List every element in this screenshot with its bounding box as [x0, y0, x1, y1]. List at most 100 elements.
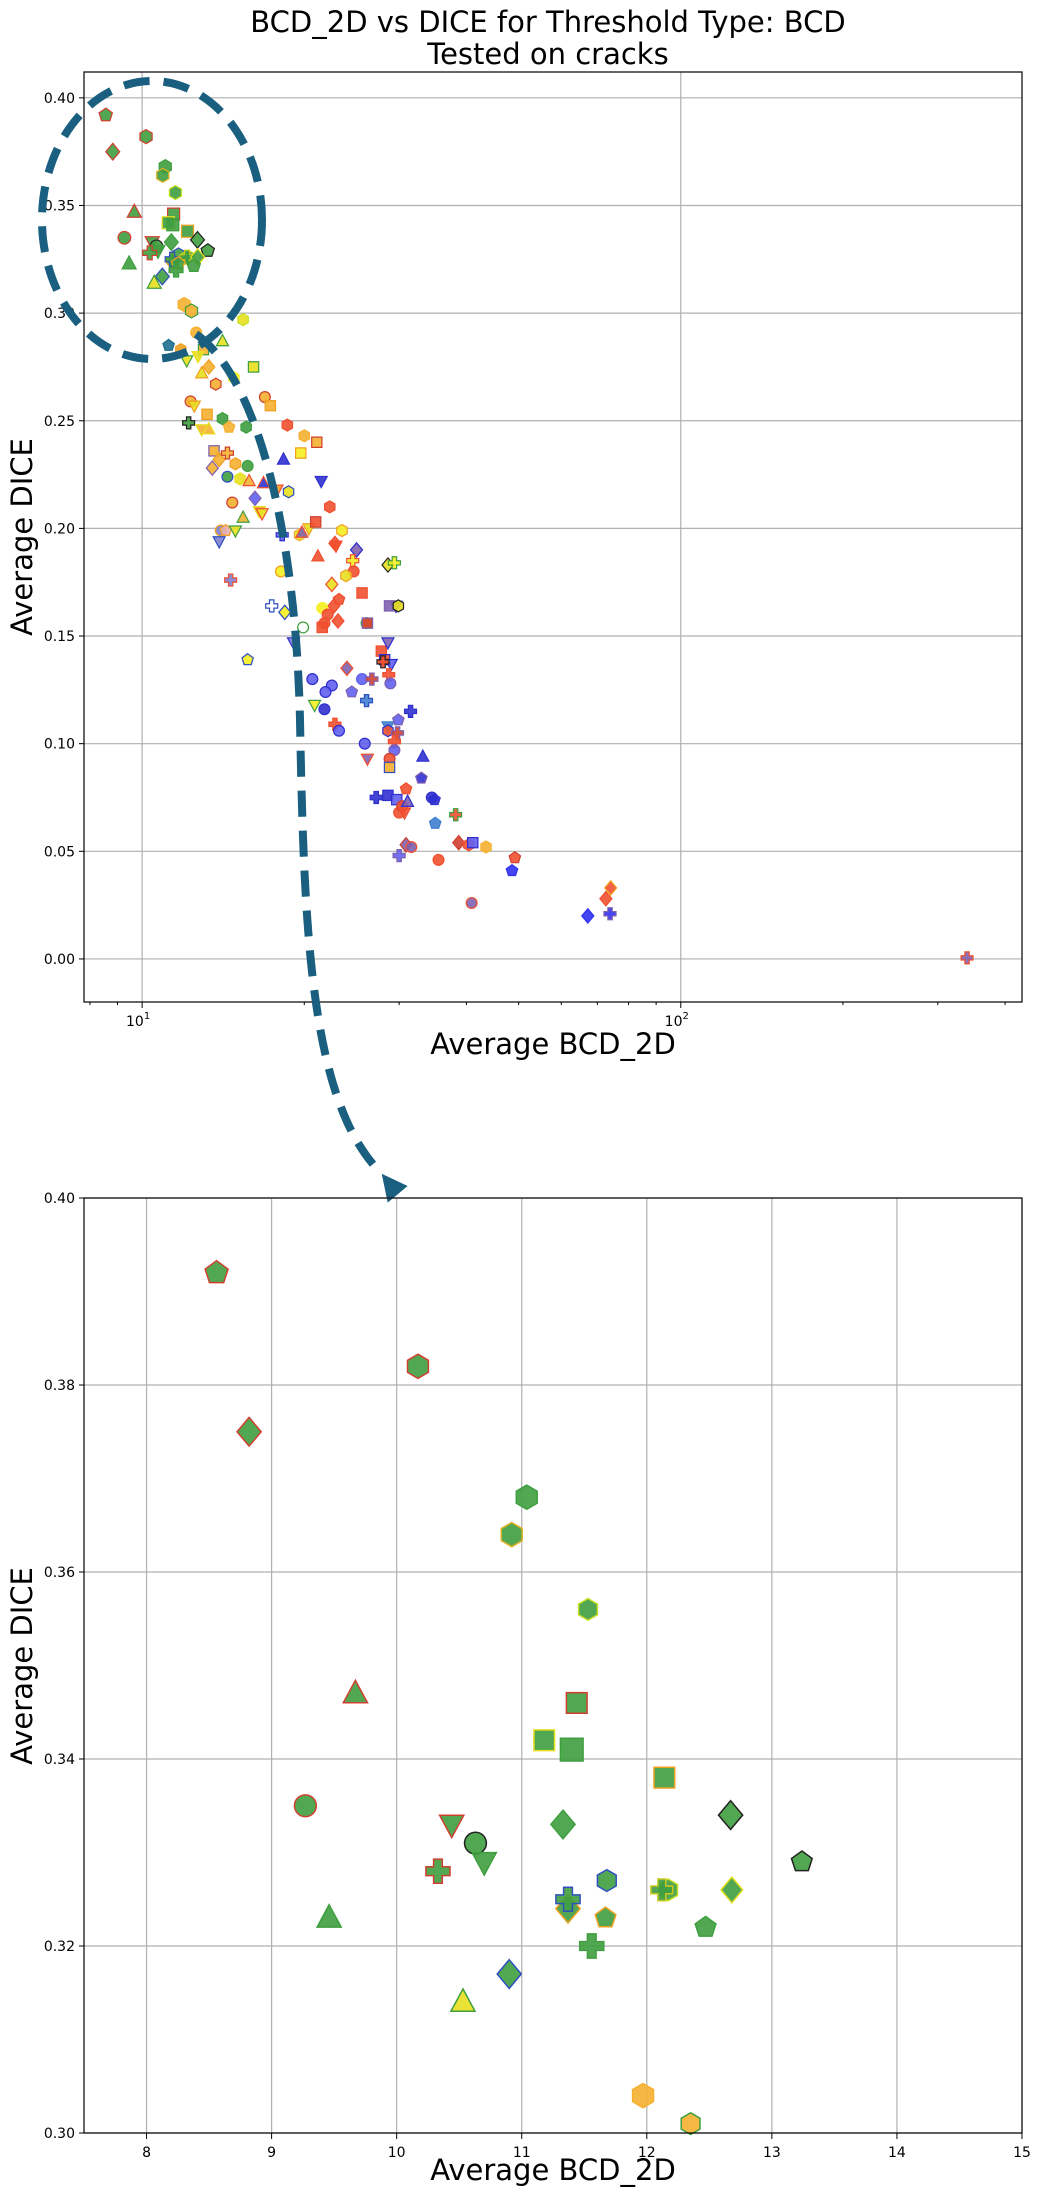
zoom-callout [38, 77, 408, 1203]
main-data-point [205, 460, 220, 477]
zoom-data-point [559, 1737, 584, 1762]
main-data-point [248, 490, 262, 507]
main-data-point [349, 541, 364, 558]
main-y-tick-label: 0.40 [44, 91, 75, 107]
zoom-data-point [236, 1416, 263, 1448]
main-data-point [387, 556, 402, 570]
zoom-arrow-path [193, 330, 383, 1175]
zoom-arrow-head [381, 1173, 408, 1203]
main-data-point [241, 652, 255, 666]
main-data-point [201, 408, 213, 421]
main-data-point [216, 411, 229, 426]
zoom-y-tick-label: 0.40 [44, 1191, 75, 1207]
zoom-data-point [515, 1484, 538, 1511]
main-plot-frame [83, 71, 1023, 1003]
zoom-data-point [315, 1903, 343, 1928]
main-data-point [428, 792, 441, 806]
main-data-point [168, 184, 183, 201]
zoom-data-point [496, 1958, 523, 1990]
zoom-y-tick-label: 0.34 [44, 1752, 75, 1768]
main-data-point [168, 262, 184, 278]
main-data-point [332, 724, 346, 737]
zoom-data-point [470, 1851, 498, 1877]
main-data-point [282, 485, 295, 499]
main-data-point [356, 587, 368, 599]
main-data-point [415, 748, 430, 762]
zoom-y-tick-label: 0.32 [44, 1939, 75, 1955]
main-data-point [580, 907, 595, 924]
main-data-point [202, 358, 216, 376]
main-data-point [156, 167, 170, 184]
main-data-point [314, 475, 329, 489]
main-data-point [316, 621, 329, 634]
main-data-point [324, 576, 339, 593]
main-data-point [465, 896, 478, 910]
main-data-point [319, 685, 332, 699]
main-data-point [309, 516, 322, 528]
zoom-x-tick-label: 10 [388, 2145, 406, 2161]
main-y-tick-label: 0.15 [44, 629, 75, 645]
main-data-point [359, 693, 374, 708]
main-y-tick-label: 0.25 [44, 414, 75, 430]
main-data-point [194, 365, 209, 379]
main-x-tick-label: 101 [126, 1011, 150, 1030]
main-data-point [200, 242, 216, 257]
main-data-point [146, 273, 163, 289]
main-data-point [98, 107, 114, 122]
zoom-y-tick-label: 0.38 [44, 1378, 75, 1394]
main-chart: BCD_2D vs DICE for Threshold Type: BCD T… [5, 5, 1023, 1061]
zoom-data-point [596, 1868, 617, 1893]
main-data-point [297, 621, 310, 634]
main-data-point [139, 128, 153, 145]
main-data-point [310, 548, 325, 562]
main-data-point [220, 446, 235, 460]
main-data-point [383, 761, 396, 774]
main-data-point [154, 267, 171, 286]
main-data-point [180, 224, 195, 238]
main-data-point [451, 834, 466, 851]
zoom-chart: 0.30 0.32 0.34 0.36 0.38 0.40 8 9 10 11 12 13 14 15 A… [5, 1191, 1031, 2187]
main-data-point [414, 771, 428, 784]
main-data-point [224, 573, 238, 587]
zoom-data-point [694, 1915, 717, 1937]
main-y-tick-label: 0.00 [44, 952, 75, 968]
main-data-point [466, 836, 479, 849]
main-data-point [391, 713, 405, 726]
main-data-point [345, 685, 359, 698]
main-y-tick-label: 0.20 [44, 521, 75, 537]
main-data-point [294, 524, 309, 538]
main-data-point [397, 807, 412, 821]
zoom-y-axis-label: Average DICE [5, 1567, 39, 1765]
zoom-data-point [653, 1766, 676, 1789]
main-data-point [247, 361, 260, 373]
zoom-x-axis-label: Average BCD_2D [430, 2153, 676, 2187]
main-data-point [603, 907, 617, 921]
zoom-data-point [680, 2111, 701, 2136]
main-y-axis-label: Average DICE [5, 438, 39, 636]
main-data-point [186, 258, 202, 273]
main-data-point [508, 851, 522, 864]
main-data-point [328, 540, 343, 554]
zoom-x-tick-label: 14 [888, 2145, 906, 2161]
main-data-point [215, 333, 230, 347]
main-data-point [432, 853, 445, 866]
zoom-data-points [204, 1259, 814, 2136]
main-data-point [241, 459, 254, 472]
zoom-data-point [594, 1906, 617, 1928]
main-data-point [599, 890, 613, 907]
main-y-tick-label: 0.35 [44, 198, 75, 214]
zoom-data-point [650, 1878, 674, 1902]
main-data-point [400, 793, 415, 808]
main-data-point [242, 473, 257, 487]
main-data-point [449, 808, 463, 822]
zoom-x-tick-label: 8 [142, 2145, 151, 2161]
zoom-data-point [204, 1259, 229, 1284]
main-data-point [121, 254, 138, 270]
zoom-region-ellipse [38, 77, 266, 363]
zoom-y-tick-label: 0.30 [44, 2126, 75, 2142]
main-data-point [236, 509, 251, 523]
main-data-point [142, 245, 158, 261]
main-data-point [306, 673, 319, 686]
main-data-point [226, 496, 239, 509]
zoom-tick-labels: 0.30 0.32 0.34 0.36 0.38 0.40 8 9 10 11 12 13 14 15 [44, 1191, 1031, 2161]
